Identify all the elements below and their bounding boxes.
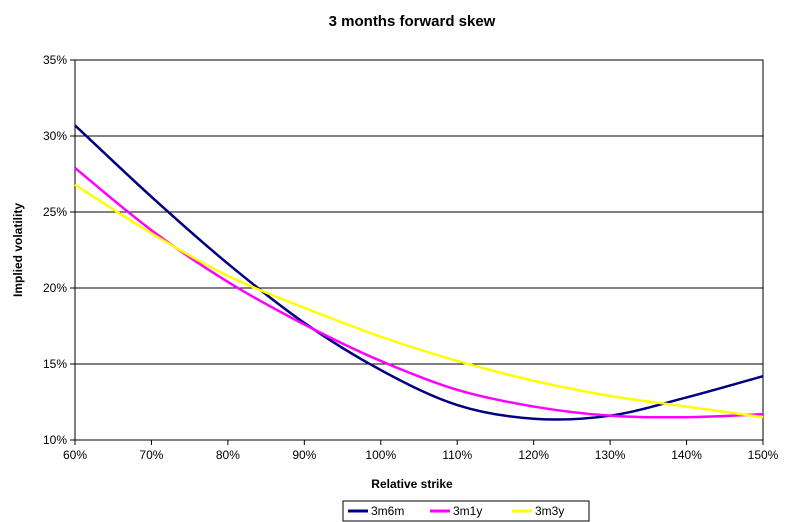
x-tick-label: 60%	[63, 448, 87, 462]
y-tick-label: 35%	[43, 53, 67, 67]
legend-label-3m3y: 3m3y	[535, 504, 564, 518]
chart-title: 3 months forward skew	[329, 13, 496, 30]
series-line-3m3y	[74, 183, 764, 419]
x-tick-label: 150%	[748, 448, 779, 462]
legend-label-3m1y: 3m1y	[453, 504, 482, 518]
x-axis-title: Relative strike	[371, 477, 453, 491]
y-axis-ticks: 10% 15% 20% 25% 30% 35%	[43, 53, 75, 447]
x-tick-label: 80%	[216, 448, 240, 462]
legend-label-3m6m: 3m6m	[371, 504, 404, 518]
y-tick-label: 10%	[43, 433, 67, 447]
y-tick-label: 15%	[43, 357, 67, 371]
x-tick-label: 120%	[518, 448, 549, 462]
y-axis-title: Implied volatility	[11, 203, 25, 297]
legend: 3m6m 3m1y 3m3y	[342, 500, 590, 522]
x-tick-label: 70%	[139, 448, 163, 462]
x-tick-label: 90%	[292, 448, 316, 462]
series-lines	[74, 124, 764, 421]
x-tick-label: 130%	[595, 448, 626, 462]
gridlines	[75, 135, 763, 365]
y-tick-label: 30%	[43, 129, 67, 143]
x-tick-label: 100%	[365, 448, 396, 462]
series-line-3m6m	[74, 124, 764, 421]
x-axis-ticks: 60% 70% 80% 90% 100% 110% 120% 130% 140% 150%	[63, 440, 779, 462]
y-tick-label: 20%	[43, 281, 67, 295]
x-tick-label: 140%	[671, 448, 702, 462]
x-tick-label: 110%	[442, 448, 472, 462]
y-tick-label: 25%	[43, 205, 67, 219]
legend-box	[342, 500, 590, 522]
